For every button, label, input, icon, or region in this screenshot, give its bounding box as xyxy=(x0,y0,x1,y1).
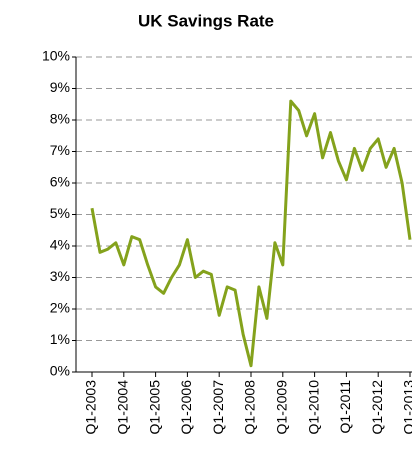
y-tick-label: 4% xyxy=(50,237,70,253)
data-line xyxy=(90,99,412,368)
y-tick-label: 7% xyxy=(50,142,70,158)
x-tick-label: Q1-2006 xyxy=(178,380,194,435)
x-tick-label: Q1-2011 xyxy=(337,380,353,434)
y-tick-label: 2% xyxy=(50,300,70,316)
x-tick-label: Q1-2010 xyxy=(305,380,321,435)
x-tick-label: Q1-2012 xyxy=(369,380,385,435)
y-tick-label: 9% xyxy=(50,79,70,95)
x-tick-label: Q1-2008 xyxy=(242,380,258,435)
x-tick-label: Q1-2005 xyxy=(146,380,162,435)
y-tick-label: 8% xyxy=(50,111,70,127)
y-tick-label: 6% xyxy=(50,174,70,190)
x-tick-label: Q1-2009 xyxy=(274,380,290,435)
y-tick-label: 5% xyxy=(50,205,70,221)
x-tick-label: Q1-2007 xyxy=(210,380,226,435)
x-tick-label: Q1-2013 xyxy=(401,380,412,435)
y-tick-label: 1% xyxy=(50,331,70,347)
x-tick-label: Q1-2003 xyxy=(83,380,99,435)
y-tick-label: 3% xyxy=(50,268,70,284)
x-tick-label: Q1-2004 xyxy=(115,380,131,435)
chart-title: UK Savings Rate xyxy=(138,11,274,30)
y-tick-label: 10% xyxy=(42,48,70,64)
y-tick-label: 0% xyxy=(50,363,70,379)
